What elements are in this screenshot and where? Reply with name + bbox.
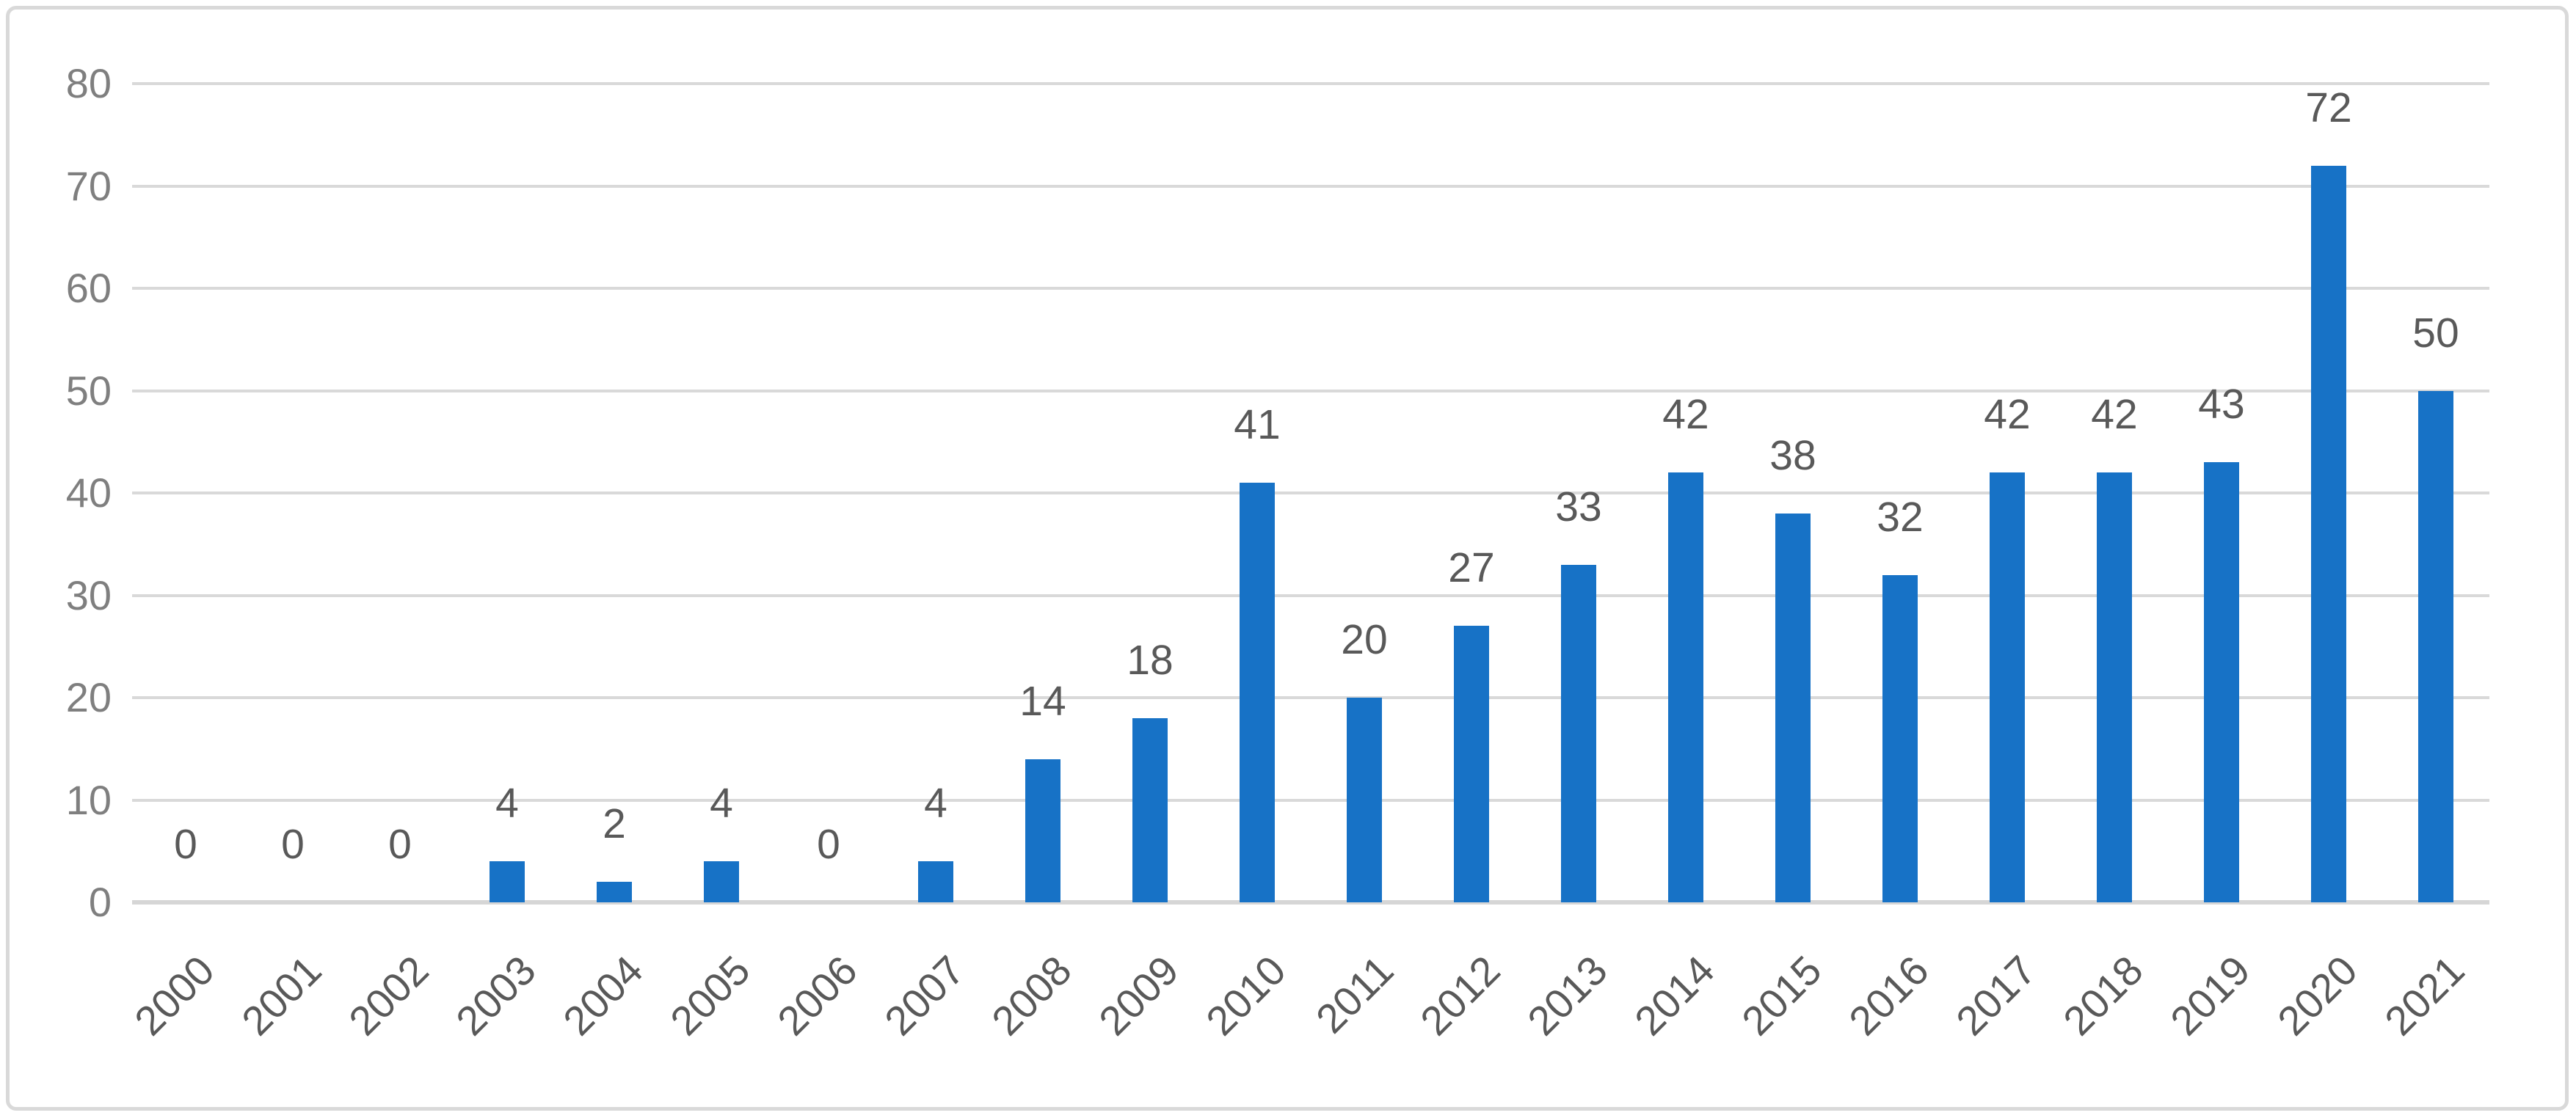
bar-2014 [1668, 472, 1703, 902]
x-axis-tick-label-2015: 2015 [1733, 946, 1831, 1045]
gridline-20 [132, 696, 2489, 699]
bar-2021 [2418, 390, 2453, 902]
y-axis-tick-label: 40 [65, 470, 112, 516]
gridline-40 [132, 492, 2489, 494]
value-label-2013: 33 [1555, 483, 1602, 530]
value-label-2016: 32 [1877, 493, 1924, 541]
bar-2010 [1240, 483, 1275, 902]
x-axis-tick-label-2020: 2020 [2268, 946, 2367, 1045]
chart-frame [6, 6, 2569, 1111]
x-axis-tick-label-2018: 2018 [2054, 946, 2153, 1045]
bar-2005 [704, 861, 739, 902]
x-axis-tick-label-2008: 2008 [983, 946, 1081, 1045]
x-axis-tick-label-2002: 2002 [340, 946, 438, 1045]
bar-2013 [1561, 564, 1596, 902]
x-axis-tick-label-2016: 2016 [1840, 946, 1938, 1045]
gridline-50 [132, 389, 2489, 392]
y-axis-tick-label: 60 [65, 265, 112, 311]
bar-2017 [1990, 472, 2025, 902]
x-axis-tick-label-2017: 2017 [1947, 946, 2045, 1045]
y-axis-tick-label: 50 [65, 367, 112, 414]
x-axis-tick-label-2012: 2012 [1411, 946, 1510, 1045]
value-label-2007: 4 [924, 780, 947, 827]
value-label-2015: 38 [1769, 431, 1816, 479]
value-label-2020: 72 [2305, 84, 2352, 131]
x-axis-tick-label-2009: 2009 [1090, 946, 1188, 1045]
x-axis-tick-label-2014: 2014 [1626, 946, 1724, 1045]
value-label-2014: 42 [1662, 391, 1709, 439]
value-label-2008: 14 [1019, 677, 1066, 725]
x-axis-tick-label-2003: 2003 [447, 946, 545, 1045]
value-label-2005: 4 [710, 780, 733, 827]
value-label-2012: 27 [1448, 544, 1495, 592]
x-axis-tick-label-2000: 2000 [125, 946, 224, 1045]
gridline-60 [132, 287, 2489, 290]
bar-2020 [2311, 165, 2346, 902]
bar-2016 [1882, 574, 1918, 902]
x-axis-tick-label-2004: 2004 [554, 946, 652, 1045]
bar-2009 [1132, 717, 1168, 902]
value-label-2000: 0 [174, 821, 197, 868]
y-axis-tick-label: 30 [65, 571, 112, 618]
x-axis-tick-label-2013: 2013 [1518, 946, 1617, 1045]
gridline-80 [132, 82, 2489, 85]
bar-2019 [2204, 462, 2239, 902]
y-axis-tick-label: 20 [65, 674, 112, 720]
gridline-10 [132, 798, 2489, 802]
value-label-2002: 0 [388, 821, 412, 868]
value-label-2006: 0 [817, 821, 840, 868]
bar-2018 [2097, 472, 2132, 902]
bar-2003 [490, 861, 525, 902]
value-label-2001: 0 [281, 821, 305, 868]
y-axis-tick-label: 70 [65, 162, 112, 209]
x-axis-tick-label-2011: 2011 [1306, 946, 1402, 1042]
value-label-2011: 20 [1341, 616, 1388, 663]
x-axis-line [132, 900, 2489, 905]
x-axis-tick-label-2006: 2006 [768, 946, 867, 1045]
bar-2012 [1454, 626, 1489, 902]
value-label-2004: 2 [603, 800, 626, 848]
x-axis-tick-label-2005: 2005 [661, 946, 760, 1045]
x-axis-tick-label-2001: 2001 [233, 946, 331, 1045]
value-label-2021: 50 [2412, 309, 2459, 357]
x-axis-tick-label-2010: 2010 [1197, 946, 1295, 1045]
x-axis-tick-label-2019: 2019 [2161, 946, 2260, 1045]
gridline-70 [132, 184, 2489, 188]
value-label-2003: 4 [495, 780, 519, 827]
gridline-30 [132, 593, 2489, 597]
value-label-2010: 41 [1234, 401, 1281, 449]
bar-2004 [597, 882, 632, 902]
bar-2007 [918, 861, 953, 902]
value-label-2019: 43 [2198, 381, 2245, 428]
x-axis-tick-label-2007: 2007 [876, 946, 974, 1045]
bar-2011 [1347, 698, 1382, 902]
x-axis-tick-label-2021: 2021 [2376, 946, 2474, 1045]
bar-2015 [1775, 513, 1811, 902]
bar-2008 [1025, 759, 1060, 902]
value-label-2018: 42 [2091, 391, 2138, 439]
y-axis-tick-label: 0 [88, 879, 112, 925]
value-label-2009: 18 [1127, 636, 1174, 684]
value-label-2017: 42 [1984, 391, 2031, 439]
y-axis-tick-label: 10 [65, 776, 112, 823]
y-axis-tick-label: 80 [65, 60, 112, 106]
